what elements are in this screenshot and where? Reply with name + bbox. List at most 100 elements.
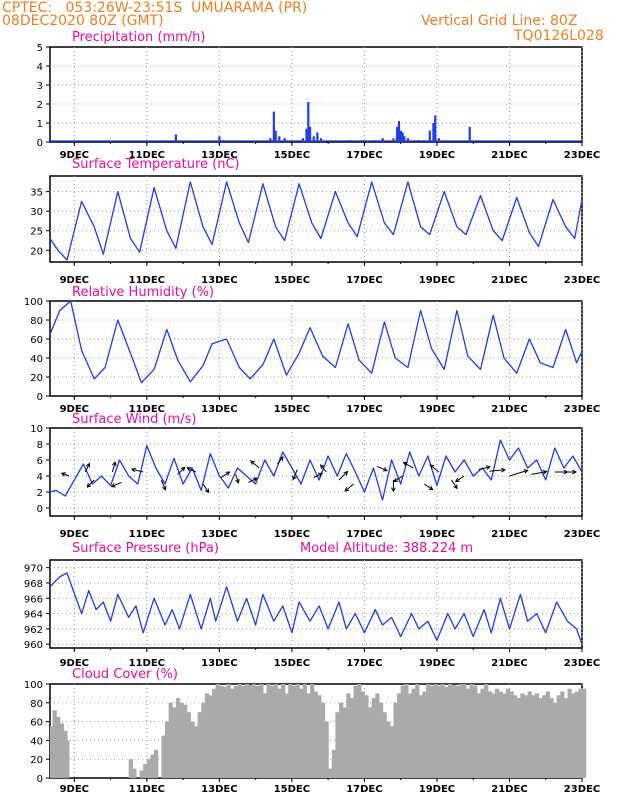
wind-arrow-head	[402, 461, 408, 467]
wind-arrow-head	[180, 466, 186, 472]
wind-arrow-head	[204, 488, 210, 494]
cloud-bar	[411, 688, 416, 778]
y-tick-label: 40	[30, 736, 43, 747]
cloud-bar	[342, 707, 347, 778]
x-tick-label: 17DEC	[346, 275, 382, 286]
cloud-bar	[222, 686, 228, 778]
cloud-bar	[168, 702, 173, 778]
x-tick-label: 21DEC	[491, 529, 527, 540]
cloud-bar	[310, 684, 315, 778]
wind-arrow-head	[523, 469, 529, 474]
wind-arrow	[276, 456, 284, 465]
cloud-bar	[150, 754, 155, 778]
cloud-bar	[295, 684, 300, 778]
panel-annotation: Model Altitude: 388.224 m	[300, 541, 473, 556]
cloud-bar	[179, 702, 184, 778]
y-tick-label: 0	[37, 392, 43, 403]
x-tick-label: 11DEC	[129, 404, 165, 415]
precip-bar	[274, 130, 277, 142]
cloud-bar	[132, 768, 137, 778]
precip-bar	[307, 102, 310, 142]
x-tick-label: 19DEC	[419, 529, 455, 540]
precip-bar	[403, 136, 406, 142]
wind-arrow	[393, 475, 403, 483]
cloud-bar	[531, 695, 536, 778]
cloud-bar	[186, 712, 191, 778]
precip-bar	[381, 138, 384, 142]
x-tick-label: 19DEC	[419, 275, 455, 286]
x-tick-label: 21DEC	[491, 275, 527, 286]
cloud-bar	[397, 693, 402, 778]
wind-arrow-head	[454, 477, 460, 483]
cloud-bar	[574, 691, 579, 778]
x-tick-label: 13DEC	[201, 658, 237, 669]
precip-bar	[305, 128, 308, 142]
cloud-bar	[313, 691, 318, 778]
y-tick-label: 6	[37, 456, 43, 467]
cloud-bar	[65, 740, 70, 778]
cloud-bar	[219, 685, 224, 778]
cloud-bar	[291, 685, 297, 778]
cloud-bar	[393, 702, 398, 778]
y-tick-label: 4	[37, 472, 43, 483]
cloud-bar	[233, 685, 239, 778]
wind-arrow-head	[542, 469, 548, 475]
cloud-bar	[172, 707, 177, 778]
panel-title: Cloud Cover (%)	[72, 667, 178, 682]
x-tick-label: 21DEC	[491, 404, 527, 415]
y-tick-label: 8	[37, 440, 43, 451]
cloud-bar	[317, 695, 322, 778]
x-tick-label: 9DEC	[60, 275, 89, 286]
precip-bar	[283, 138, 286, 142]
cloud-bar	[302, 684, 307, 778]
precip-bar	[312, 136, 315, 142]
cloud-bar	[527, 691, 532, 778]
wind-arrow-head	[86, 483, 92, 488]
cloud-bar	[364, 695, 369, 778]
cloud-bar	[244, 684, 249, 778]
cloud-bar	[487, 691, 492, 778]
panel-frame	[49, 46, 583, 143]
cloud-bar	[299, 688, 304, 778]
wind-arrow-head	[279, 456, 284, 462]
wind-arrow-head	[563, 469, 569, 475]
cloud-bar	[164, 721, 170, 778]
y-tick-label: 20	[30, 755, 43, 766]
y-tick-label: 0	[37, 138, 43, 149]
y-tick-label: 1	[37, 119, 43, 130]
cloud-bar	[433, 684, 438, 778]
cloud-bar	[161, 735, 166, 778]
cloud-bar	[480, 688, 485, 778]
wind-arrow-head	[320, 464, 325, 470]
header-datetime: 08DEC2020 80Z (GMT)	[2, 13, 164, 29]
x-tick-label: 17DEC	[346, 784, 382, 795]
cloud-bar	[415, 684, 420, 778]
wind-arrow-head	[292, 475, 297, 481]
cloud-bar	[183, 704, 188, 778]
cloud-bar	[262, 693, 268, 778]
wind-arrow-head	[344, 487, 350, 492]
cloud-bar	[556, 695, 561, 778]
cloud-bar	[491, 693, 496, 778]
cloud-bar	[215, 684, 220, 778]
cloud-bar	[306, 693, 311, 778]
cloud-bar	[462, 684, 467, 778]
cloud-bar	[451, 684, 456, 778]
wind-arrow-head	[429, 464, 435, 469]
y-tick-label: 968	[24, 579, 43, 590]
x-tick-label: 19DEC	[419, 784, 455, 795]
precip-bar	[432, 123, 435, 142]
cloud-bar	[56, 716, 61, 778]
wind-arrow	[509, 469, 528, 477]
x-tick-label: 15DEC	[274, 275, 310, 286]
y-tick-label: 40	[30, 354, 43, 365]
x-tick-label: 11DEC	[129, 150, 165, 161]
cloud-bar	[284, 693, 289, 778]
y-tick-label: 2	[37, 100, 43, 111]
y-tick-label: 10	[30, 424, 43, 435]
cloud-bar	[339, 702, 344, 778]
wind-arrow	[248, 477, 257, 483]
y-tick-label: 2	[37, 488, 43, 499]
precip-bar	[434, 115, 437, 142]
